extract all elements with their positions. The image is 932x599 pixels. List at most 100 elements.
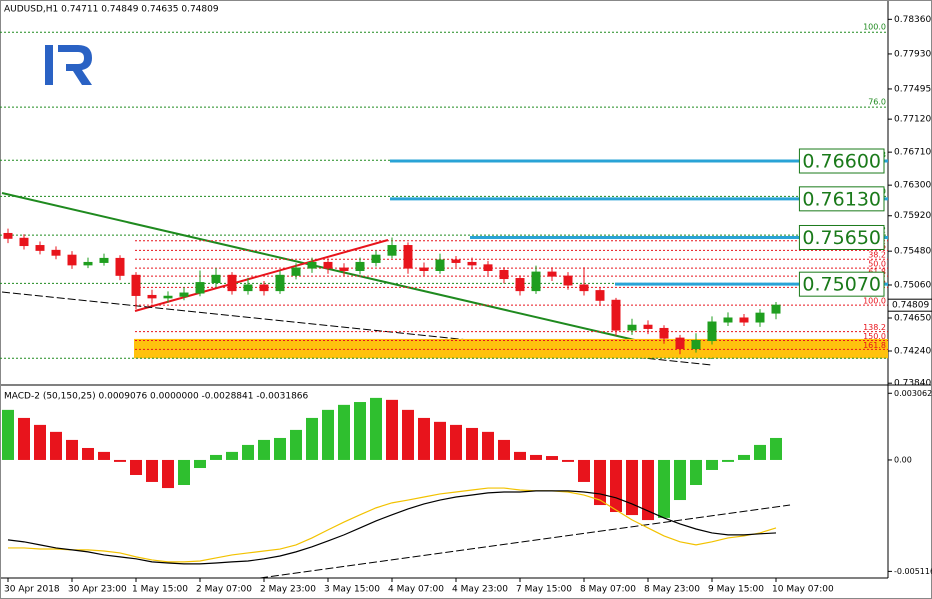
- fib-label: 100.0: [863, 297, 886, 306]
- histogram-bar: [402, 409, 414, 460]
- indicator-line: [7, 490, 777, 565]
- trend-line: [134, 239, 389, 312]
- x-tick-label: 9 May 15:00: [708, 585, 764, 595]
- logo: [45, 45, 92, 85]
- x-tick-label: 10 May 07:00: [772, 585, 834, 595]
- indicator-line: [8, 487, 777, 563]
- histogram-bar: [610, 459, 622, 513]
- candle-body: [355, 261, 365, 271]
- fib-label: 38.2: [868, 251, 886, 260]
- histogram-bar: [514, 451, 526, 460]
- histogram-bar: [226, 451, 238, 460]
- candle-body: [275, 274, 285, 292]
- x-tick-label: 30 Apr 23:00: [68, 585, 127, 595]
- histogram-bar: [418, 417, 430, 460]
- histogram-bar: [386, 399, 398, 460]
- candle-body: [435, 259, 445, 271]
- fib-label: 138.2: [863, 323, 886, 332]
- y-tick-label: 0.77495: [894, 84, 931, 94]
- candle-body: [387, 245, 397, 256]
- histogram-bar: [322, 409, 334, 460]
- last-price-label: 0.74809: [892, 301, 929, 311]
- y-tick-label: 0.75060: [894, 280, 931, 290]
- candle-body: [515, 278, 525, 292]
- histogram-bar: [754, 444, 766, 460]
- histogram-bar: [674, 459, 686, 501]
- histogram-bar: [194, 459, 206, 469]
- x-tick-label: 4 May 23:00: [452, 585, 508, 595]
- level-label: 0.76600: [802, 151, 881, 173]
- histogram-bar: [178, 459, 190, 486]
- level-box-frame: [798, 148, 885, 174]
- candle-body: [259, 284, 269, 292]
- histogram-bar: [466, 427, 478, 460]
- candle-body: [563, 275, 573, 286]
- fib-label: 50.0: [868, 260, 886, 269]
- level-box: 0.76600: [798, 148, 885, 174]
- candle-body: [451, 259, 461, 263]
- candle-body: [707, 321, 717, 342]
- candle-body: [531, 271, 541, 292]
- candle-body: [611, 299, 621, 331]
- candle-body: [483, 264, 493, 271]
- trend-line: [259, 504, 791, 579]
- y-tick-label: 0.75920: [894, 211, 931, 221]
- candle-body: [195, 282, 205, 294]
- candle-body: [627, 324, 637, 331]
- histogram-bar: [690, 459, 702, 486]
- chart-title: AUDUSD,H1 0.74711 0.74849 0.74635 0.7480…: [4, 5, 219, 15]
- candle-body: [595, 290, 605, 301]
- trend-line: [1, 192, 713, 359]
- y-tick-label: 0.75480: [894, 247, 931, 257]
- x-tick-label: 2 May 23:00: [260, 585, 316, 595]
- fib-label: 161.8: [863, 341, 886, 350]
- candle-body: [19, 237, 29, 247]
- x-tick-label: 7 May 15:00: [516, 585, 572, 595]
- x-tick-label: 3 May 15:00: [324, 585, 380, 595]
- level-label: 0.75070: [802, 274, 881, 296]
- histogram-bar: [578, 459, 590, 482]
- histogram-bar: [434, 421, 446, 460]
- candle-body: [51, 249, 61, 256]
- histogram-bar: [626, 459, 638, 516]
- candle-body: [147, 294, 157, 299]
- target-zone: [134, 338, 888, 359]
- candle-body: [499, 269, 509, 280]
- fib-label: 150.0: [863, 332, 886, 341]
- histogram-bar: [482, 431, 494, 460]
- candle-body: [131, 274, 141, 296]
- y-tick-label: 0.76710: [894, 148, 931, 158]
- candle-body: [643, 324, 653, 329]
- histogram-bar: [82, 447, 94, 460]
- histogram-bar: [722, 459, 734, 462]
- histogram-bar: [66, 439, 78, 460]
- histogram-bar: [642, 459, 654, 521]
- candle-body: [403, 245, 413, 269]
- y-tick-label: -0.005116: [894, 567, 932, 576]
- candle-body: [227, 274, 237, 292]
- level-box: 0.75070: [798, 271, 885, 297]
- x-tick-label: 30 Apr 2018: [4, 585, 60, 595]
- histogram-bar: [2, 409, 14, 460]
- histogram-bar: [162, 459, 174, 489]
- candle-body: [35, 245, 45, 251]
- indicator-title: MACD-2 (50,150,25) 0.0009076 0.0000000 -…: [4, 392, 309, 402]
- candle-body: [179, 292, 189, 297]
- histogram-bar: [34, 424, 46, 460]
- candle-body: [371, 254, 381, 263]
- candle-body: [659, 327, 669, 339]
- level-box: 0.75650: [798, 224, 885, 250]
- histogram-bar: [562, 459, 574, 462]
- candle-body: [291, 267, 301, 276]
- histogram-bar: [738, 454, 750, 460]
- y-tick-label: 0.00: [894, 455, 912, 464]
- candle-body: [691, 340, 701, 350]
- y-tick-label: 0.77930: [894, 49, 931, 59]
- fib-label: 76.0: [868, 98, 886, 107]
- histogram-bar: [210, 454, 222, 460]
- candle-body: [739, 317, 749, 323]
- histogram-bar: [98, 451, 110, 460]
- level-label: 0.76130: [802, 188, 881, 210]
- candle-body: [675, 337, 685, 350]
- histogram-bar: [338, 404, 350, 460]
